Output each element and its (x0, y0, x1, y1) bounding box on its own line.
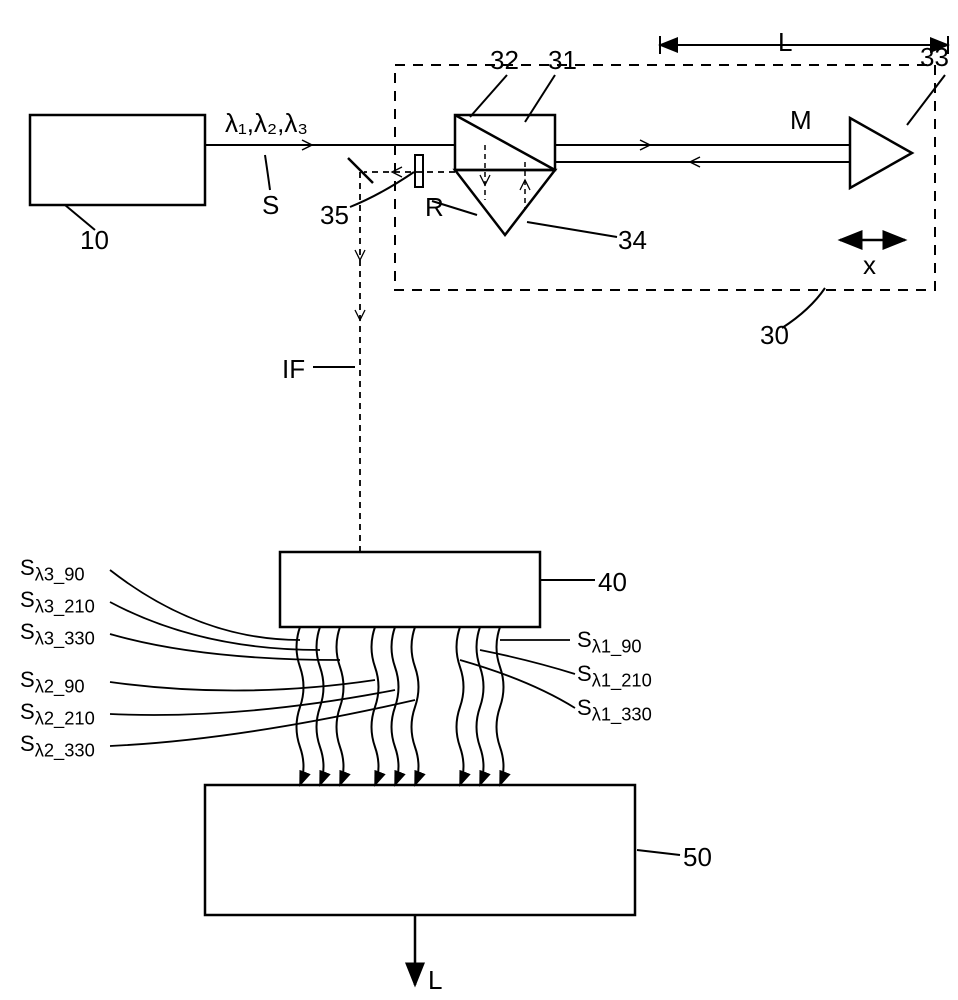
label-S: S (262, 190, 279, 221)
plate-35 (415, 155, 423, 187)
label-L-out: L (428, 965, 442, 996)
label-33: 33 (920, 42, 949, 73)
label-x: x (863, 250, 876, 281)
label-30: 30 (760, 320, 789, 351)
dimension-L (660, 36, 948, 54)
diagram-canvas (0, 0, 958, 1000)
label-IF: IF (282, 354, 305, 385)
label-35: 35 (320, 200, 349, 231)
box-40 (280, 552, 540, 627)
retroreflector-34 (455, 170, 555, 235)
label-sl2-330: Sλ2_330 (20, 731, 95, 761)
label-31: 31 (548, 45, 577, 76)
label-sl3-330: Sλ3_330 (20, 619, 95, 649)
label-sl1-210: Sλ1_210 (577, 661, 652, 691)
label-M: M (790, 105, 812, 136)
label-sl3-210: Sλ3_210 (20, 587, 95, 617)
label-sl1-330: Sλ1_330 (577, 695, 652, 725)
label-sl3-90: SSλ3_90λ3_90 (20, 555, 85, 585)
mirror-45 (348, 158, 373, 183)
label-34: 34 (618, 225, 647, 256)
label-40: 40 (598, 567, 627, 598)
label-10: 10 (80, 225, 109, 256)
label-L-dim: L (778, 27, 792, 58)
box-10 (30, 115, 205, 205)
label-lambda: λ₁,λ₂,λ₃ (225, 108, 308, 139)
label-50: 50 (683, 842, 712, 873)
dashed-box-30 (395, 65, 935, 290)
box-50 (205, 785, 635, 915)
label-sl2-90: Sλ2_90 (20, 667, 85, 697)
retroreflector-33 (850, 118, 912, 188)
label-sl1-90: Sλ1_90 (577, 627, 642, 657)
label-32: 32 (490, 45, 519, 76)
label-sl2-210: Sλ2_210 (20, 699, 95, 729)
signal-group (297, 627, 504, 785)
label-R: R (425, 192, 444, 223)
